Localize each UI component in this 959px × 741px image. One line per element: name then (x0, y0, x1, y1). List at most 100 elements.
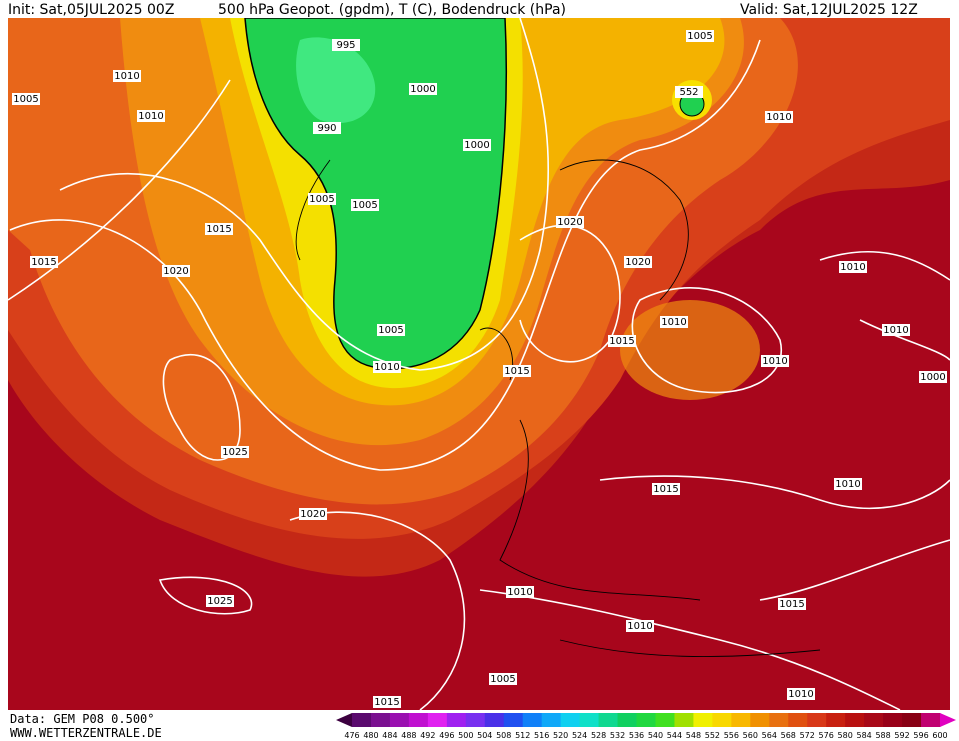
isobar-label-box (503, 365, 531, 377)
isobar-label-box (686, 30, 714, 42)
colorbar-arrow-high (940, 713, 956, 727)
isobar-label-box (761, 355, 789, 367)
isobar-label: 990 (317, 123, 336, 134)
isobar-label: 1000 (920, 372, 945, 383)
colorbar-label: 572 (800, 731, 815, 740)
isobar-label: 1015 (609, 336, 634, 347)
colorbar-label: 556 (724, 731, 739, 740)
colorbar-swatch (655, 713, 675, 727)
isobar-label-box (308, 193, 336, 205)
colorbar-label: 548 (686, 731, 701, 740)
colorbar-label: 504 (477, 731, 492, 740)
colorbar-label: 528 (591, 731, 606, 740)
isobar-label: 1005 (352, 200, 377, 211)
colorbar-arrow-low (336, 713, 352, 727)
colorbar-label: 568 (781, 731, 796, 740)
colorbar-swatch (617, 713, 638, 727)
isobar-label: 1020 (557, 217, 582, 228)
colorbar-swatch (579, 713, 600, 727)
colorbar: 476 480 484 488 492 496 500 504 508 512 516 520 524 5… (336, 713, 956, 740)
isobar-label: 1010 (883, 325, 908, 336)
isobar-label-box (765, 111, 793, 123)
colorbar-label: 584 (856, 731, 871, 740)
isobar-label: 1010 (114, 71, 139, 82)
isobar-label: 1010 (374, 362, 399, 373)
colorbar-label: 588 (875, 731, 890, 740)
isobar-label-box (506, 586, 534, 598)
isobar-label-box (675, 86, 703, 98)
colorbar-swatch (674, 713, 694, 727)
colorbar-label: 532 (610, 731, 625, 740)
colorbar-label: 484 (382, 731, 397, 740)
colorbar-swatch (598, 713, 619, 727)
isobar-label: 1010 (661, 317, 686, 328)
isobar-label: 1010 (766, 112, 791, 123)
isobar-labels: 995 1000 990 1000 1005 1005 1005 1010 1015 1015 10… (12, 30, 947, 708)
isobar-label-box (839, 261, 867, 273)
isobar-label: 1015 (206, 224, 231, 235)
isobar-label: 1005 (13, 94, 38, 105)
isobar-label: 1000 (464, 140, 489, 151)
colorbar-swatch (807, 713, 827, 727)
colorbar-swatch (902, 713, 922, 727)
colorbar-swatch (636, 713, 656, 727)
colorbar-swatch (503, 713, 524, 727)
colorbar-label: 540 (648, 731, 663, 740)
isobar-label: 1015 (779, 599, 804, 610)
isobar-label-box (624, 256, 652, 268)
isobar-label-box (313, 122, 341, 134)
isobar-label: 1010 (835, 479, 860, 490)
colorbar-swatch (845, 713, 865, 727)
isobar-label-box (30, 256, 58, 268)
isobar-label-box (221, 446, 249, 458)
isobar-label: 1010 (507, 587, 532, 598)
colorbar-label: 476 (344, 731, 359, 740)
isobar-label: 1015 (31, 257, 56, 268)
map (7, 17, 951, 711)
isobar-label: 1015 (374, 697, 399, 708)
isobar-label-box (332, 39, 360, 51)
colorbar-swatch (352, 713, 372, 727)
isobar-label-box (373, 361, 401, 373)
isobar-label-box (299, 508, 327, 520)
isobar-label-box (409, 83, 437, 95)
isobar-label-box (113, 70, 141, 82)
colorbar-label: 496 (439, 731, 454, 740)
isobar-label-box (351, 199, 379, 211)
colorbar-swatch (750, 713, 770, 727)
isobar-label: 1010 (840, 262, 865, 273)
colorbar-label: 492 (420, 731, 435, 740)
isobar-label: 1010 (788, 689, 813, 700)
colorbar-swatch (693, 713, 713, 727)
isobar-label: 1010 (762, 356, 787, 367)
isobar-label: 1005 (378, 325, 403, 336)
isobar-label: 1010 (138, 111, 163, 122)
isobar-label-box (556, 216, 584, 228)
isobar-label-box (463, 139, 491, 151)
isobar-label-box (834, 478, 862, 490)
colorbar-swatch (370, 713, 391, 727)
isobar-label: 1020 (300, 509, 325, 520)
colorbar-swatch (712, 713, 732, 727)
isobar-label-box (377, 324, 405, 336)
colorbar-label: 560 (743, 731, 758, 740)
colorbar-label: 516 (534, 731, 549, 740)
colorbar-label: 520 (553, 731, 568, 740)
colorbar-label: 488 (401, 731, 416, 740)
colorbar-label: 592 (894, 731, 909, 740)
colorbar-swatch (883, 713, 903, 727)
isobar-label-box (206, 595, 234, 607)
colorbar-label: 576 (819, 731, 834, 740)
isobar-label-box (489, 673, 517, 685)
colorbar-label: 508 (496, 731, 511, 740)
colorbar-swatch (408, 713, 429, 727)
isobar-label: 1020 (163, 266, 188, 277)
isobar-label: 1005 (687, 31, 712, 42)
isobar-label-box (882, 324, 910, 336)
isobar-label: 1000 (410, 84, 435, 95)
colorbar-label: 480 (363, 731, 378, 740)
colorbar-label: 500 (458, 731, 473, 740)
valid-time: Valid: Sat,12JUL2025 12Z (740, 2, 918, 18)
isobar-label: 1005 (309, 194, 334, 205)
